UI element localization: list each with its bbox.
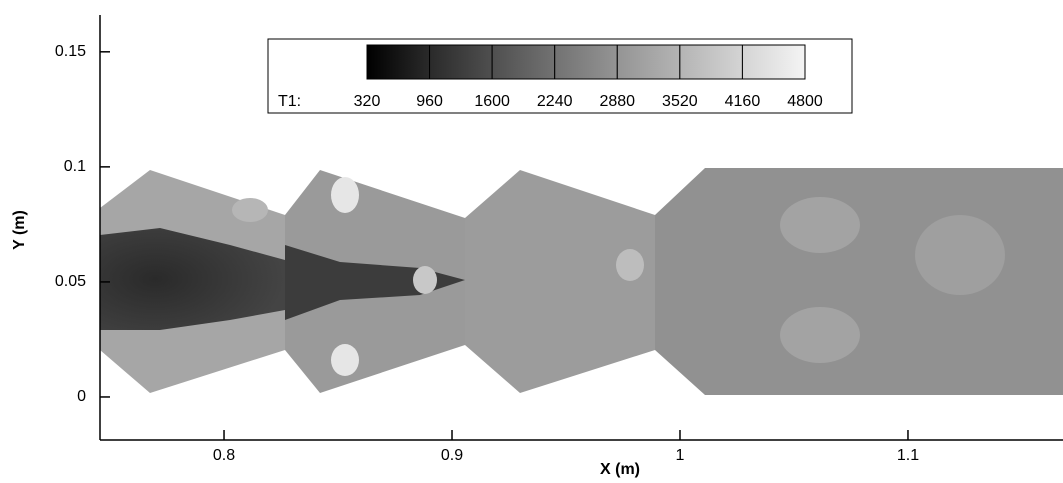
contour-field bbox=[100, 168, 1063, 395]
y-tick-label: 0.15 bbox=[55, 43, 86, 60]
colorbar-segment bbox=[616, 44, 681, 80]
x-tick-label: 0.8 bbox=[213, 447, 235, 464]
colorbar-segment bbox=[429, 44, 493, 80]
y-axis-label: Y (m) bbox=[11, 210, 28, 250]
y-tick-label: 0 bbox=[77, 388, 86, 405]
colorbar-label: T1: bbox=[278, 93, 301, 110]
y-tick-label: 0.05 bbox=[55, 273, 86, 290]
colorbar-level-label: 2240 bbox=[537, 93, 573, 110]
colorbar-segment bbox=[741, 44, 806, 80]
y-tick-label: 0.1 bbox=[64, 158, 86, 175]
colorbar-level-label: 4160 bbox=[725, 93, 761, 110]
x-tick-label: 1 bbox=[676, 447, 685, 464]
colorbar-level-label: 1600 bbox=[474, 93, 510, 110]
x-tick-label: 0.9 bbox=[441, 447, 463, 464]
colorbar-level-label: 3520 bbox=[662, 93, 698, 110]
colorbar-level-label: 320 bbox=[354, 93, 381, 110]
colorbar-segment bbox=[491, 44, 556, 80]
x-tick-label: 1.1 bbox=[897, 447, 919, 464]
colorbar-level-label: 2880 bbox=[599, 93, 635, 110]
x-axis-label: X (m) bbox=[600, 461, 640, 478]
colorbar-segment bbox=[554, 44, 618, 80]
colorbar-segment bbox=[679, 44, 743, 80]
colorbar-level-label: 4800 bbox=[787, 93, 823, 110]
colorbar-segment bbox=[366, 44, 431, 80]
colorbar-level-label: 960 bbox=[416, 93, 443, 110]
